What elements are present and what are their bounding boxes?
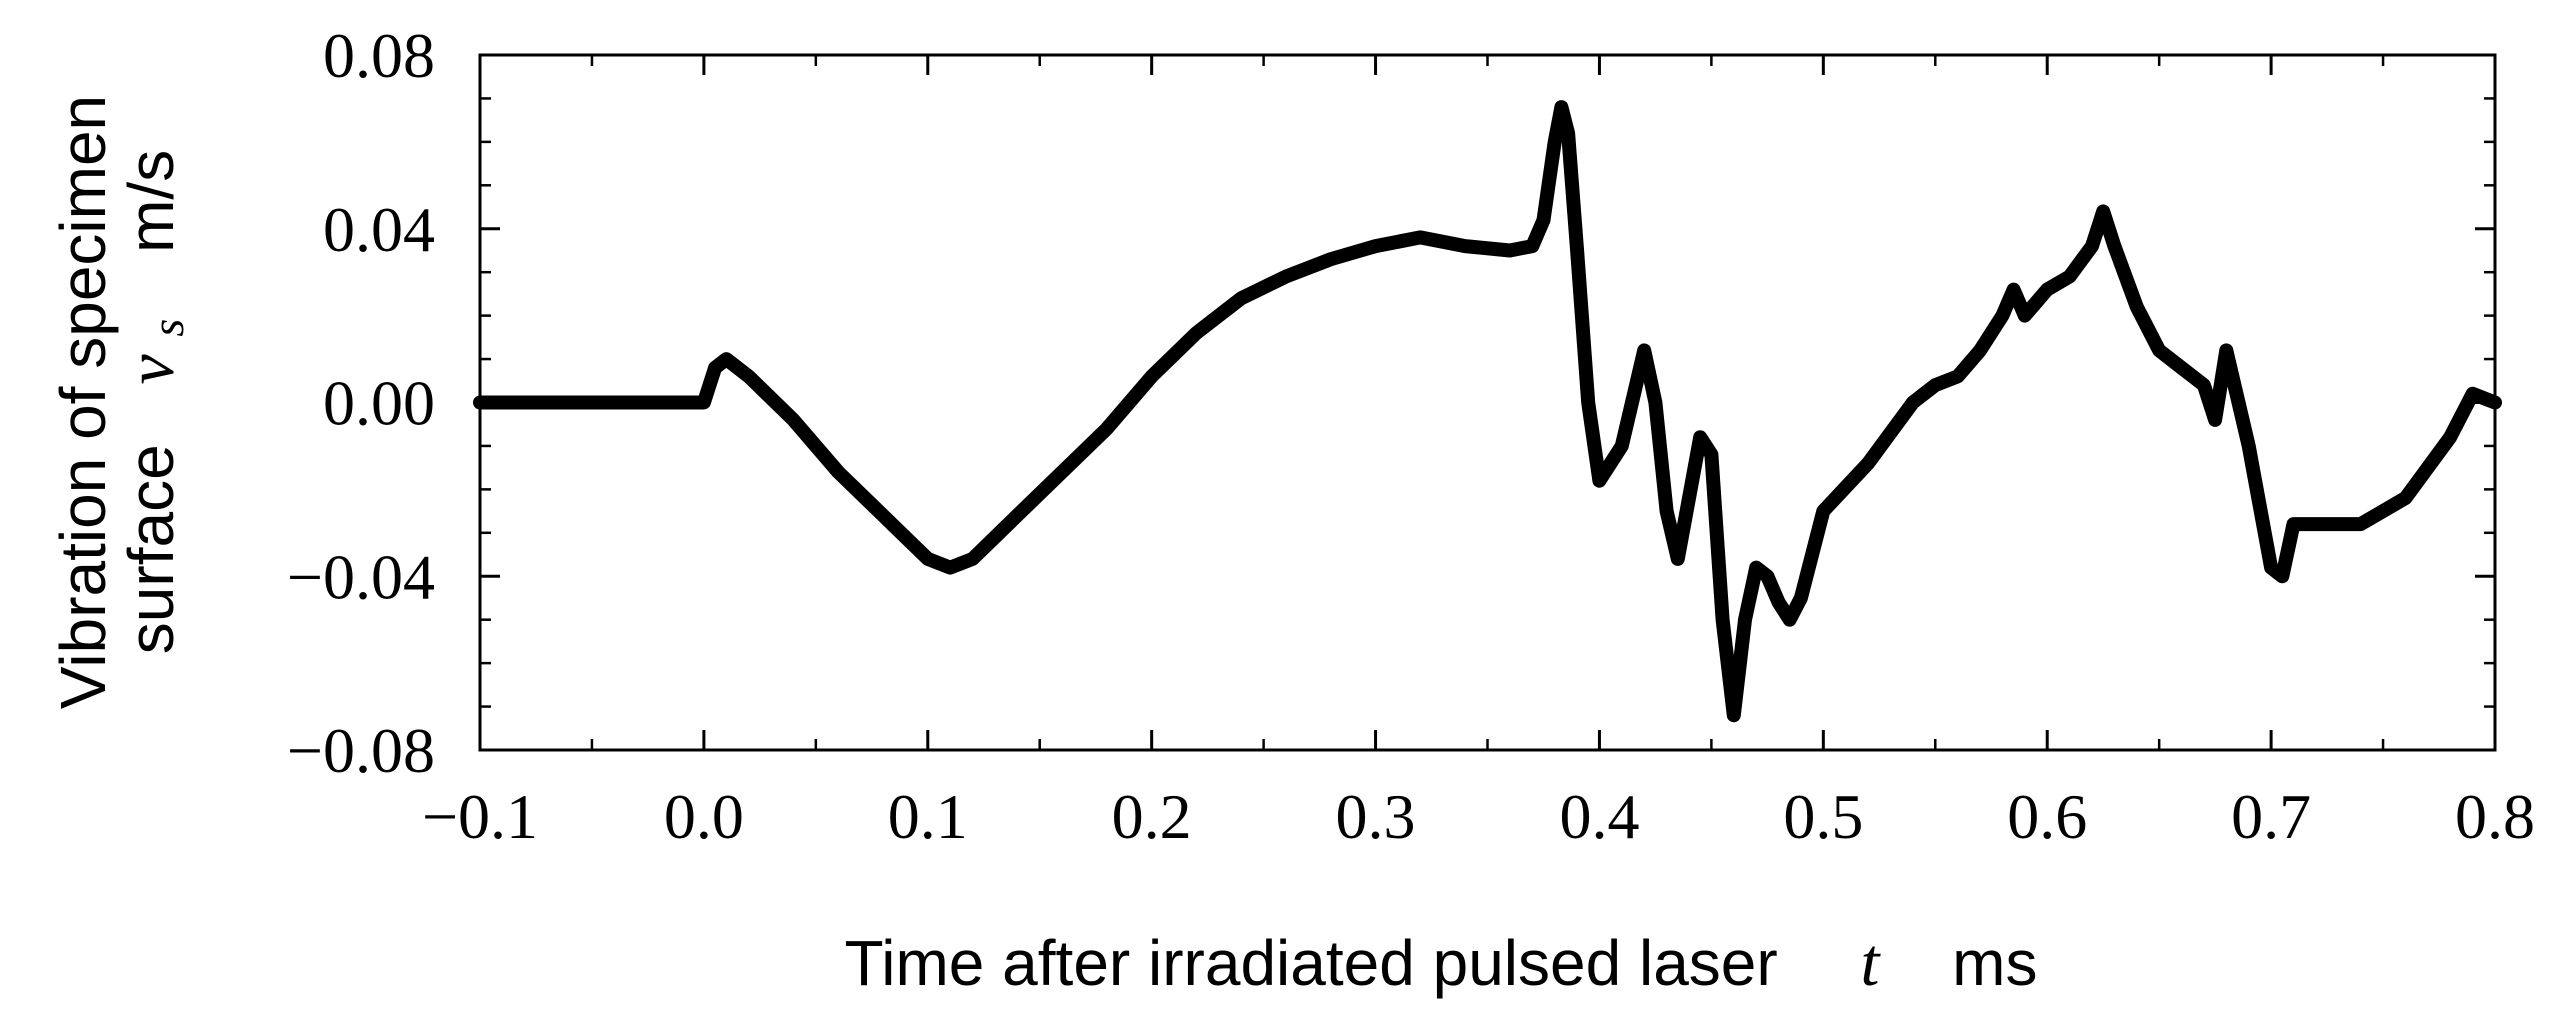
x-axis-unit: ms <box>1952 927 2037 999</box>
x-tick-label: 0.6 <box>2007 781 2087 852</box>
x-axis-title-text: Time after irradiated pulsed laser <box>845 927 1778 999</box>
x-tick-label: −0.1 <box>422 781 538 852</box>
y-axis-unit: m/s <box>115 150 187 253</box>
x-tick-label: 0.5 <box>1783 781 1863 852</box>
y-axis-title-text: Vibration of specimen <box>47 95 119 709</box>
y-axis-symbol-subscript: s <box>142 319 193 337</box>
y-axis-title-line2: surface v s m/s <box>112 150 197 654</box>
y-tick-label: 0.08 <box>323 20 435 91</box>
x-tick-label: 0.1 <box>888 781 968 852</box>
series-group <box>473 100 2502 723</box>
y-tick-label: 0.00 <box>323 368 435 439</box>
y-axis-symbol: v <box>112 354 188 385</box>
y-tick-labels: 0.08 0.04 0.00 −0.04 −0.08 <box>287 20 435 786</box>
y-axis-title-text2: surface <box>115 444 187 654</box>
x-tick-label: 0.3 <box>1336 781 1416 852</box>
x-tick-label: 0.2 <box>1112 781 1192 852</box>
x-tick-label: 0.8 <box>2455 781 2535 852</box>
y-tick-label: −0.04 <box>287 541 435 612</box>
x-tick-labels: −0.1 0.0 0.1 0.2 0.3 0.4 0.5 0.6 0.7 0.8 <box>422 781 2535 852</box>
y-tick-label: 0.04 <box>323 194 435 265</box>
x-tick-label: 0.7 <box>2231 781 2311 852</box>
tick-marks <box>478 53 2497 752</box>
series-line <box>473 100 2502 723</box>
x-axis-symbol: t <box>1860 924 1881 1000</box>
y-axis-title: Vibration of specimen surface v s m/s <box>47 95 197 709</box>
x-tick-label: 0.4 <box>1559 781 1639 852</box>
x-tick-label: 0.0 <box>664 781 744 852</box>
x-axis-title: Time after irradiated pulsed laser t ms <box>845 924 2038 1000</box>
y-tick-label: −0.08 <box>287 715 435 786</box>
y-axis-title-line1: Vibration of specimen <box>47 95 119 709</box>
